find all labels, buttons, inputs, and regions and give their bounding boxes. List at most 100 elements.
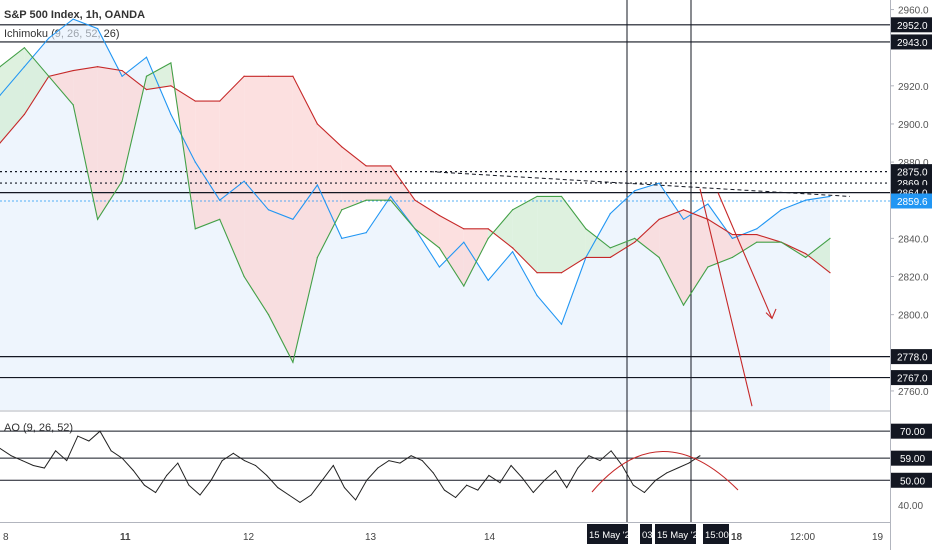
price-point-1-12	[292, 75, 294, 77]
cloud-segment	[610, 238, 635, 258]
time-tick-label: 8	[3, 532, 9, 543]
osc-point-38	[421, 460, 423, 462]
price-point-1-1	[23, 113, 26, 116]
price-point-1-30	[731, 233, 733, 236]
osc-point-34	[377, 467, 379, 469]
osc-series	[0, 430, 701, 504]
price-point-2-28	[682, 304, 685, 306]
osc-point-63	[699, 455, 701, 457]
osc-point-58	[643, 492, 645, 494]
osc-point-40	[443, 489, 445, 491]
osc-point-53	[588, 455, 590, 457]
price-tick-label: 2920.0	[898, 82, 929, 93]
price-point-1-28	[682, 209, 685, 211]
cloud-segment	[585, 228, 611, 258]
osc-point-39	[432, 472, 434, 474]
osc-point-28	[310, 494, 312, 496]
price-point-0-30	[731, 237, 733, 239]
osc-point-7	[77, 435, 79, 437]
price-point-0-4	[97, 28, 99, 30]
osc-point-13	[143, 484, 145, 486]
osc-point-23	[255, 465, 257, 467]
osc-point-54	[599, 460, 601, 462]
time-tag-label: 15 May '20	[589, 530, 635, 541]
price-point-2-26	[634, 237, 636, 239]
price-point-1-24	[585, 256, 587, 259]
cloud-segment	[805, 238, 830, 273]
price-point-2-4	[97, 218, 99, 220]
osc-point-44	[488, 474, 490, 476]
osc-point-21	[232, 452, 234, 454]
osc-point-3	[32, 465, 34, 467]
price-point-0-5	[121, 75, 123, 77]
time-tick-label: 18	[731, 532, 743, 543]
osc-point-48	[532, 492, 534, 494]
price-point-2-16	[389, 199, 392, 201]
price-point-2-33	[804, 256, 807, 259]
time-tick-label: 12:00	[790, 532, 815, 543]
price-point-1-13	[316, 123, 318, 125]
price-point-1-0	[0, 142, 1, 144]
price-point-1-3	[72, 69, 74, 72]
cloud-segment	[292, 76, 318, 363]
price-point-0-19	[463, 241, 465, 243]
price-point-1-6	[145, 89, 148, 91]
time-tick-label: 11	[120, 532, 131, 543]
osc-point-17	[188, 484, 190, 486]
price-point-2-29	[707, 266, 709, 268]
price-point-0-22	[536, 294, 538, 297]
osc-point-52	[577, 467, 579, 469]
price-tag-label: 2943.0	[897, 38, 928, 49]
cloud-segment	[195, 101, 220, 229]
osc-point-25	[277, 487, 279, 489]
price-point-1-26	[634, 241, 636, 243]
price-point-2-7	[170, 62, 172, 64]
price-point-2-23	[560, 195, 563, 198]
time-tag-label: 03	[642, 530, 653, 541]
price-point-0-34	[829, 195, 831, 198]
osc-point-29	[321, 479, 323, 481]
price-point-0-32	[780, 209, 782, 211]
price-point-0-16	[389, 195, 392, 198]
time-tag-bg	[640, 524, 652, 544]
osc-point-35	[388, 460, 390, 462]
price-point-2-18	[438, 247, 441, 249]
price-point-1-5	[121, 69, 123, 72]
osc-tag-label: 50.00	[900, 476, 925, 487]
cloud-segment	[537, 196, 562, 273]
price-point-0-25	[609, 212, 611, 215]
price-tag-bg	[891, 370, 932, 386]
osc-tag-label: 70.00	[900, 427, 925, 438]
cloud-segment	[366, 165, 391, 201]
price-point-1-4	[97, 66, 99, 68]
price-point-0-11	[267, 209, 270, 211]
price-point-0-15	[365, 232, 367, 234]
price-point-2-8	[194, 228, 196, 230]
price-point-0-12	[292, 218, 294, 220]
price-point-1-14	[341, 146, 343, 148]
osc-point-6	[66, 460, 68, 462]
osc-point-0	[0, 447, 1, 449]
price-point-0-0	[0, 94, 1, 96]
price-tick-label: 2800.0	[898, 311, 929, 322]
price-axis: 2960.0 2920.0 2900.0 2880.0 2840.0 2820.0 2800…	[890, 6, 929, 398]
price-tick-label: 2760.0	[898, 387, 929, 398]
price-point-2-9	[219, 218, 221, 220]
price-tag-label: 2875.0	[897, 168, 928, 179]
osc-tag-bg	[891, 423, 932, 439]
osc-point-2	[21, 460, 23, 462]
osc-point-43	[477, 489, 479, 491]
price-point-1-21	[512, 247, 514, 249]
price-point-2-19	[463, 285, 465, 287]
price-point-1-19	[463, 228, 465, 230]
price-point-0-31	[756, 228, 758, 230]
osc-point-30	[332, 465, 334, 467]
price-point-1-33	[804, 253, 807, 255]
osc-point-9	[99, 430, 101, 432]
price-point-2-14	[341, 209, 343, 211]
price-point-0-13	[316, 184, 318, 186]
osc-point-50	[555, 469, 557, 471]
osc-point-24	[266, 474, 268, 476]
price-point-2-17	[414, 228, 416, 230]
